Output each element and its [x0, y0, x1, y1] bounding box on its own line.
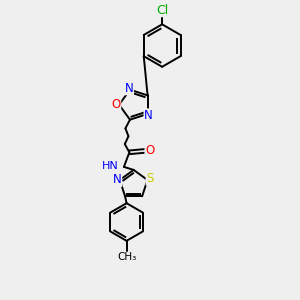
Text: N: N	[113, 173, 122, 187]
Text: O: O	[111, 98, 121, 111]
Text: N: N	[125, 82, 134, 95]
Text: O: O	[145, 144, 154, 157]
Text: S: S	[146, 172, 154, 185]
Text: HN: HN	[102, 161, 118, 171]
Text: Cl: Cl	[156, 4, 169, 16]
Text: N: N	[144, 109, 153, 122]
Text: CH₃: CH₃	[117, 252, 136, 262]
